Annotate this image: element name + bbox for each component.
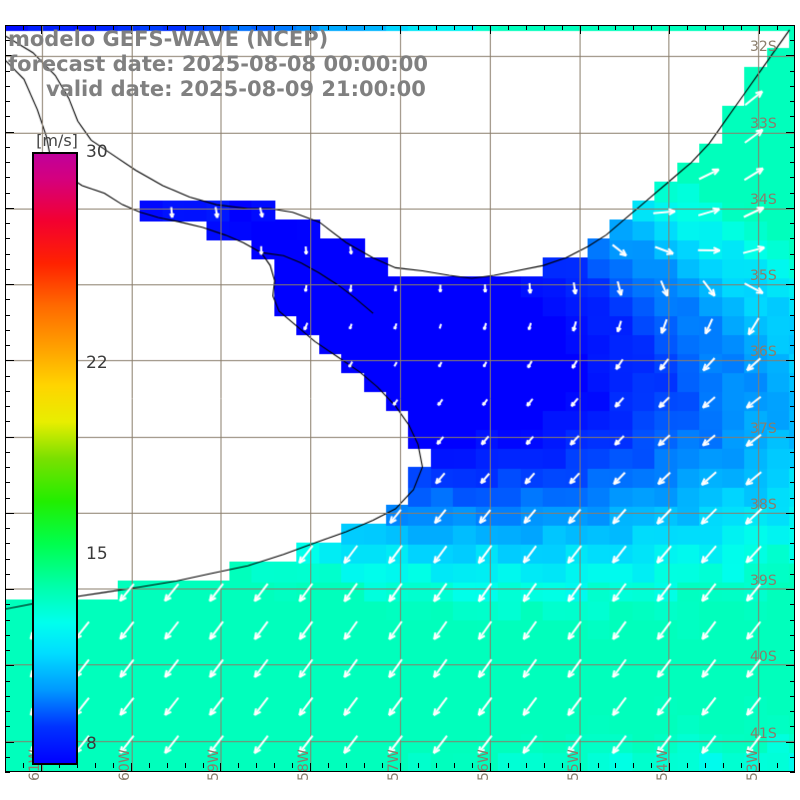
colorbar-gradient: [32, 152, 78, 765]
lon-label-57W: 57W: [386, 749, 402, 781]
lat-label-35S: 35S: [750, 268, 777, 285]
lat-label-34S: 34S: [750, 191, 777, 208]
lat-label-39S: 39S: [750, 573, 777, 590]
colorbar-tick-15: 15: [86, 543, 108, 564]
lat-label-38S: 38S: [750, 496, 777, 513]
lon-label-56W: 56W: [475, 749, 492, 781]
lat-label-40S: 40S: [750, 649, 777, 666]
colorbar: [32, 152, 78, 765]
colorbar-tick-8: 8: [86, 733, 97, 754]
lon-label-60W: 60W: [116, 749, 133, 781]
lat-label-33S: 33S: [750, 115, 777, 132]
colorbar-tick-30: 30: [86, 142, 108, 162]
lat-label-36S: 36S: [750, 344, 777, 361]
lat-label-37S: 37S: [750, 420, 777, 437]
wind-speed-map-canvas: [6, 26, 794, 771]
lon-label-53W: 53W: [745, 749, 762, 781]
lon-label-58W: 58W: [296, 749, 313, 781]
colorbar-tick-22: 22: [86, 353, 108, 374]
lon-label-59W: 59W: [206, 749, 223, 781]
map-plot-frame: [5, 25, 795, 772]
lat-label-32S: 32S: [750, 39, 777, 56]
lon-label-55W: 55W: [565, 749, 582, 781]
lon-label-54W: 54W: [655, 749, 672, 781]
colorbar-unit-label: [m/s]: [36, 131, 78, 150]
lat-label-41S: 41S: [750, 725, 777, 742]
